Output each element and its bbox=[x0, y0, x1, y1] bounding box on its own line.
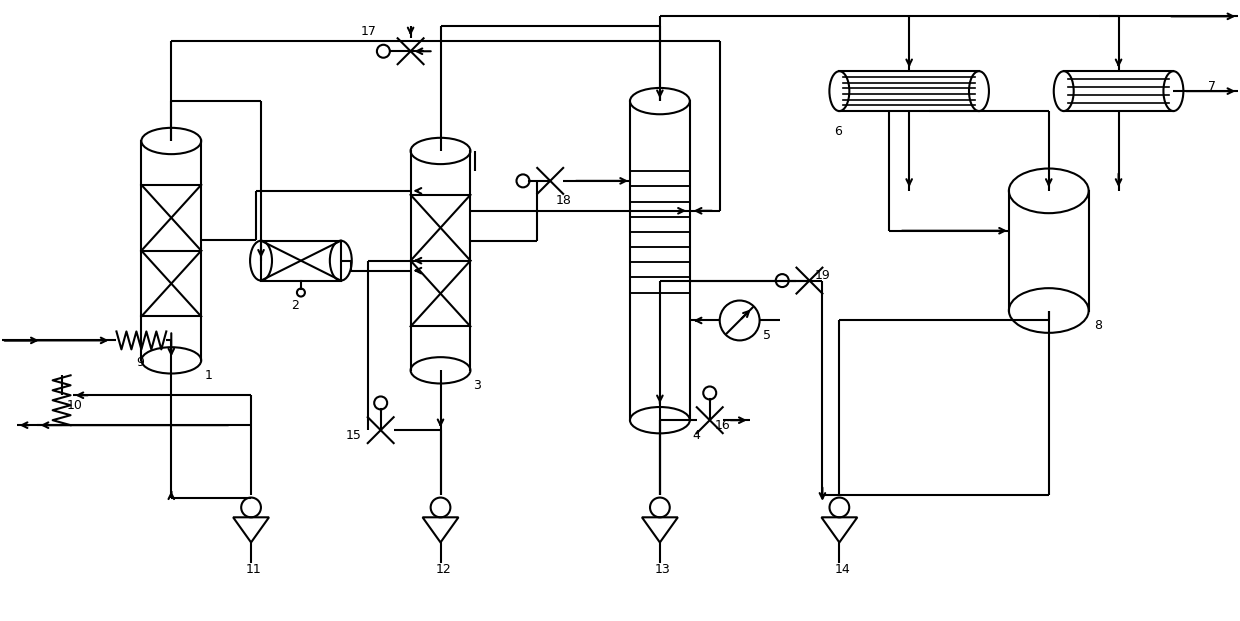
Text: 18: 18 bbox=[556, 194, 572, 207]
Text: 4: 4 bbox=[693, 428, 701, 442]
Text: 1: 1 bbox=[205, 369, 212, 382]
Text: 16: 16 bbox=[714, 419, 730, 432]
Text: 10: 10 bbox=[67, 399, 83, 412]
Text: 13: 13 bbox=[655, 563, 671, 576]
Text: 2: 2 bbox=[291, 299, 299, 312]
Bar bbox=[262, 241, 341, 281]
Text: 6: 6 bbox=[835, 125, 842, 137]
Text: 14: 14 bbox=[835, 563, 851, 576]
Text: 12: 12 bbox=[435, 563, 451, 576]
Text: 8: 8 bbox=[1094, 319, 1101, 332]
Text: 17: 17 bbox=[361, 25, 377, 38]
Text: 3: 3 bbox=[474, 379, 481, 392]
Text: 19: 19 bbox=[815, 269, 831, 282]
Text: 7: 7 bbox=[1208, 79, 1216, 93]
Text: 15: 15 bbox=[346, 428, 362, 442]
Text: 5: 5 bbox=[763, 329, 770, 342]
Text: 11: 11 bbox=[246, 563, 262, 576]
Text: 9: 9 bbox=[136, 356, 144, 369]
